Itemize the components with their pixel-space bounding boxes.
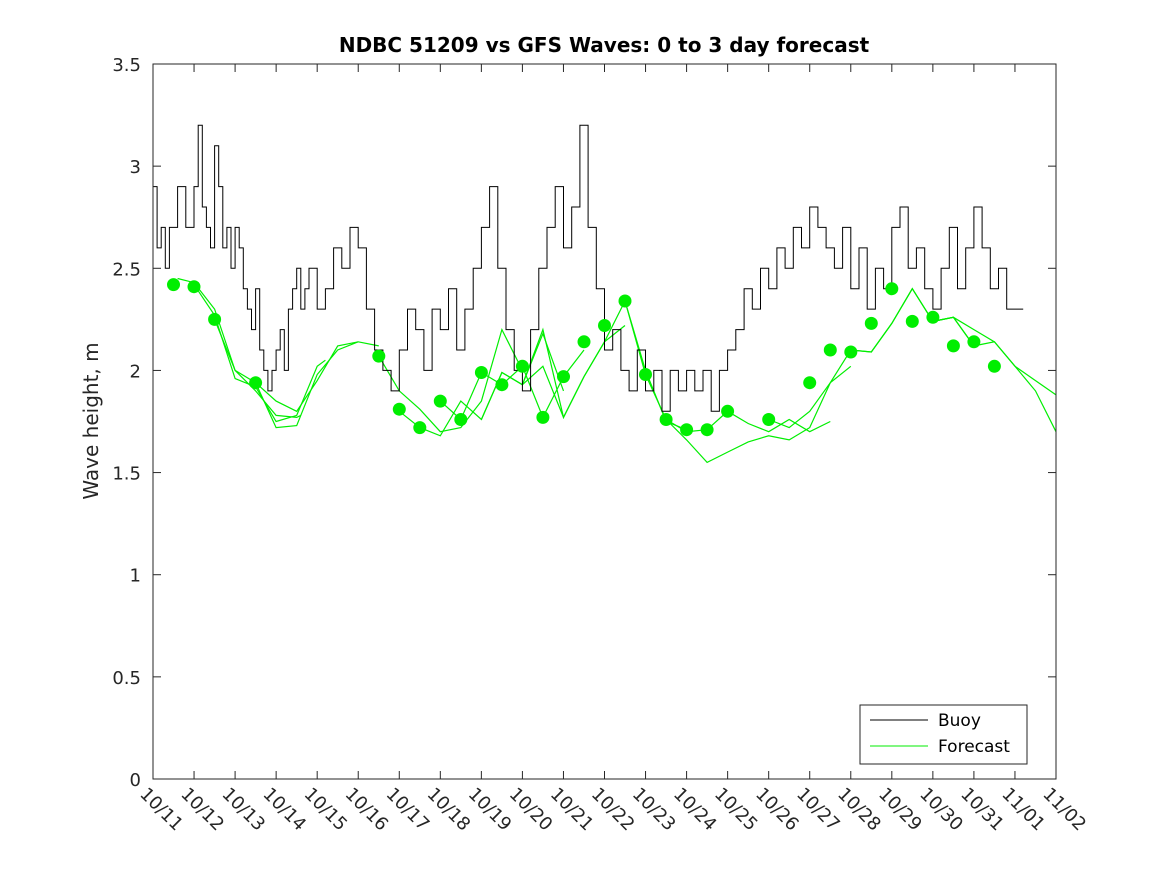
forecast-marker: [208, 312, 222, 326]
forecast-marker: [372, 349, 386, 363]
legend-box: [859, 704, 1028, 765]
y-tick-label: 0.5: [112, 668, 141, 689]
forecast-marker: [946, 339, 960, 353]
forecast-marker: [639, 368, 652, 381]
forecast-run-3: [255, 341, 379, 413]
forecast-marker: [700, 423, 714, 437]
forecast-marker: [557, 370, 570, 384]
forecast-marker: [433, 394, 447, 408]
forecast-marker: [803, 376, 817, 390]
y-axis-label: Wave height, m: [79, 342, 103, 499]
forecast-marker: [598, 319, 611, 332]
forecast-marker: [762, 413, 776, 426]
forecast-marker: [618, 294, 632, 308]
forecast-marker: [905, 314, 919, 328]
y-tick-label: 1: [130, 566, 141, 587]
y-tick-label: 3.5: [112, 55, 141, 76]
forecast-marker: [844, 345, 858, 359]
marker-layer: [167, 278, 1001, 437]
forecast-marker: [659, 413, 673, 426]
y-tick-label: 2: [130, 361, 141, 382]
forecast-run-4: [378, 327, 523, 433]
forecast-marker: [515, 359, 529, 373]
y-tick-label: 3: [130, 157, 141, 178]
forecast-run-13: [932, 316, 1057, 396]
forecast-marker: [721, 404, 735, 418]
chart-title: NDBC 51209 vs GFS Waves: 0 to 3 day fore…: [339, 33, 870, 57]
forecast-marker: [495, 378, 509, 392]
forecast-marker: [987, 359, 1001, 373]
forecast-marker: [454, 413, 468, 426]
forecast-marker: [392, 402, 406, 416]
y-tick-label: 0: [130, 770, 141, 791]
forecast-marker: [474, 366, 488, 379]
y-tick-label: 1.5: [112, 464, 141, 485]
forecast-marker: [680, 423, 694, 437]
forecast-run-6: [439, 349, 585, 421]
forecast-marker: [413, 421, 427, 435]
forecast-marker: [864, 316, 878, 330]
forecast-marker: [249, 376, 263, 390]
forecast-run-10: [665, 365, 852, 464]
forecast-run-2: [214, 319, 359, 429]
legend: Buoy Forecast: [859, 704, 1028, 765]
y-tick-label: 2.5: [112, 259, 141, 280]
forecast-marker: [167, 278, 180, 292]
forecast-marker: [823, 343, 837, 357]
legend-label-buoy: Buoy: [938, 711, 981, 731]
forecast-marker: [926, 310, 940, 324]
legend-label-forecast: Forecast: [938, 737, 1010, 757]
forecast-marker: [967, 335, 981, 349]
forecast-marker: [577, 335, 591, 349]
forecast-marker: [536, 410, 550, 424]
forecast-marker: [885, 282, 899, 296]
forecast-marker: [187, 280, 201, 294]
